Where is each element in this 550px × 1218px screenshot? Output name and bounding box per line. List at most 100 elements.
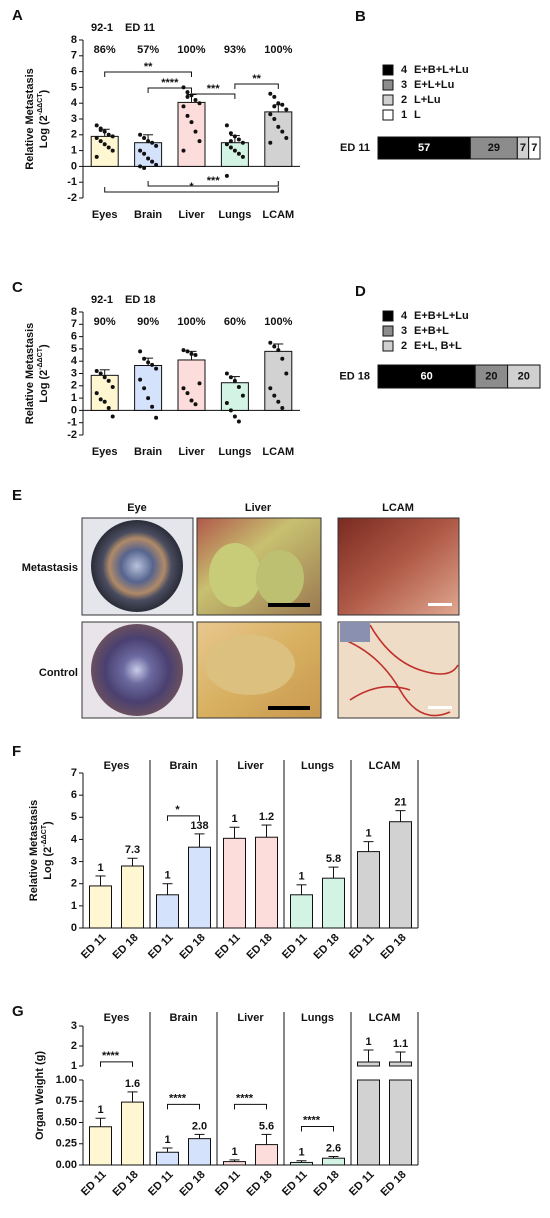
data-point: [98, 139, 103, 144]
data-point: [102, 142, 107, 147]
bar: [255, 1144, 278, 1166]
x-tick-label: ED 18: [312, 932, 342, 962]
data-point: [98, 397, 103, 402]
data-point: [268, 386, 273, 391]
bar: [134, 365, 163, 411]
data-point: [185, 113, 190, 118]
x-tick-label: ED 18: [111, 1169, 141, 1199]
legend-key: 2: [401, 340, 407, 352]
percent-label: 90%: [137, 316, 159, 328]
x-tick-label: ED 18: [178, 1169, 208, 1199]
x-tick-label: ED 11: [213, 932, 243, 962]
percent-label: 86%: [94, 44, 116, 56]
segment-label: 60: [420, 370, 432, 382]
x-tick-label: ED 18: [379, 1169, 409, 1199]
fold-label: 1.2: [259, 811, 274, 823]
data-point: [189, 351, 194, 356]
legend-swatch: [382, 340, 394, 352]
data-point: [94, 369, 99, 374]
data-point: [142, 151, 147, 156]
y-tick-label: 7: [71, 50, 77, 62]
y-tick-label: 6: [71, 66, 77, 78]
panel-label: A: [12, 7, 23, 24]
fold-label: 5.6: [259, 1120, 274, 1132]
panel-e: E Eye Liver LCAM Metastasis Control: [12, 487, 460, 719]
data-point: [232, 134, 237, 139]
data-point: [284, 135, 289, 140]
data-point: [142, 356, 147, 361]
significance-label: ****: [303, 1114, 321, 1126]
photo-detail: [340, 622, 370, 642]
y-axis-label: Organ Weight (g): [34, 1051, 46, 1140]
x-tick-label: Lungs: [218, 446, 251, 458]
y-tick-label: 1: [71, 145, 77, 157]
y-tick-label: 2: [71, 129, 77, 141]
data-point: [232, 148, 237, 153]
row-header: Control: [39, 667, 78, 679]
legend-label: E+L+Lu: [414, 79, 454, 91]
y-axis-label: Log (2-ΔΔCT): [37, 89, 50, 148]
significance-label: ***: [207, 175, 221, 187]
fold-label: 1.1: [393, 1038, 408, 1050]
data-point: [276, 348, 281, 353]
y-axis-label-sup: -ΔΔCT: [41, 824, 48, 846]
significance-bracket: [104, 71, 192, 77]
panel-label: G: [12, 1003, 24, 1020]
data-point: [142, 165, 147, 170]
bar: [177, 101, 206, 167]
data-point: [268, 91, 273, 96]
x-tick-label: LCAM: [262, 446, 294, 458]
y-tick-label: 1: [71, 1060, 77, 1072]
legend-swatch: [382, 64, 394, 76]
y-tick-label: 5: [71, 811, 77, 823]
group-label: Brain: [169, 760, 197, 772]
significance-label: ***: [207, 83, 221, 95]
significance-label: **: [252, 73, 261, 85]
legend-label: E+B+L+Lu: [414, 64, 469, 76]
fold-label: 1: [298, 1147, 304, 1159]
group-label: Eyes: [104, 760, 130, 772]
data-point: [232, 414, 237, 419]
y-tick-label: 2: [71, 380, 77, 392]
y-tick-label: 0.00: [56, 1159, 77, 1171]
data-point: [189, 398, 194, 403]
percent-label: 100%: [264, 316, 292, 328]
data-point: [197, 139, 202, 144]
panel-label: F: [12, 743, 21, 760]
y-tick-label: -2: [67, 192, 77, 204]
data-point: [228, 408, 233, 413]
group-label: Eyes: [104, 1012, 130, 1024]
x-tick-label: ED 11: [280, 932, 310, 962]
row-header: Metastasis: [22, 562, 78, 574]
y-tick-label: 7: [71, 767, 77, 779]
data-point: [154, 162, 159, 167]
scale-bar: [268, 706, 310, 710]
x-tick-label: Eyes: [92, 209, 118, 221]
legend-key: 3: [401, 79, 407, 91]
data-point: [110, 414, 115, 419]
significance-label: *: [189, 181, 194, 193]
data-point: [110, 385, 115, 390]
y-tick-label: -2: [67, 429, 77, 441]
data-point: [106, 145, 111, 150]
y-tick-label: 0.50: [56, 1116, 77, 1128]
y-tick-label: 6: [71, 789, 77, 801]
y-axis-label-part: ): [38, 89, 50, 93]
bar: [255, 836, 278, 929]
data-point: [240, 393, 245, 398]
data-point: [146, 360, 151, 365]
data-point: [272, 117, 277, 121]
bar: [290, 1161, 313, 1166]
x-tick-label: Liver: [178, 446, 205, 458]
data-point: [110, 148, 115, 153]
data-point: [94, 123, 99, 128]
data-point: [276, 399, 281, 404]
data-point: [150, 140, 155, 145]
x-tick-label: ED 18: [379, 932, 409, 962]
fold-label: 138: [190, 820, 208, 832]
data-point: [181, 386, 186, 391]
data-point: [224, 142, 229, 147]
data-point: [236, 151, 241, 156]
y-axis-label: Log (2-ΔΔCT): [41, 821, 54, 880]
y-tick-label: 4: [71, 833, 78, 845]
